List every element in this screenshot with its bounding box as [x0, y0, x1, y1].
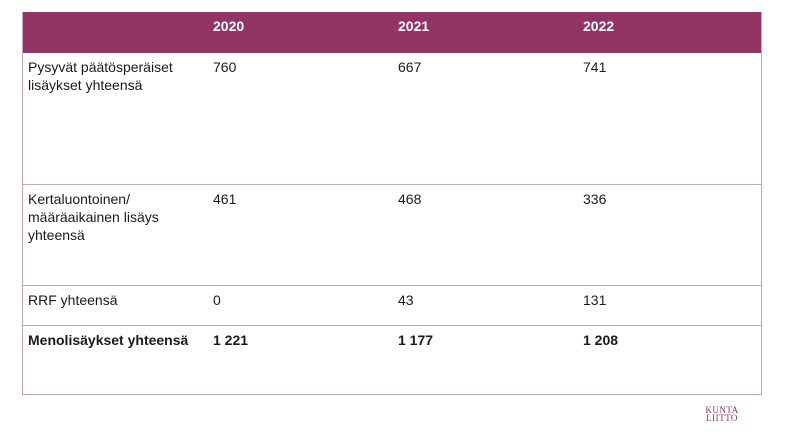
table-row-total: Menolisäykset yhteensä 1 221 1 177 1 208 [22, 325, 762, 395]
cell-value: 760 [207, 53, 392, 185]
cell-value: 1 221 [207, 325, 392, 395]
table-row: Pysyvät päätösperäiset lisäykset yhteens… [22, 53, 762, 185]
cell-value: 131 [577, 285, 762, 326]
kuntaliitto-logo: KUNTA LIITTO [700, 405, 744, 423]
row-label: Pysyvät päätösperäiset lisäykset yhteens… [22, 53, 207, 185]
cell-value: 461 [207, 184, 392, 286]
header-cell-2022: 2022 [583, 18, 615, 34]
cell-value: 336 [577, 184, 762, 286]
table-header-row: 2020 2021 2022 [22, 12, 762, 53]
logo-line-2: LIITTO [706, 413, 738, 423]
cell-value: 468 [392, 184, 577, 286]
row-label: RRF yhteensä [22, 285, 207, 326]
table-row: Kertaluontoinen/ määräaikainen lisäys yh… [22, 184, 762, 286]
cell-value: 0 [207, 285, 392, 326]
header-cell-empty [22, 12, 207, 53]
header-cell-2021: 2021 [398, 18, 430, 34]
logo-line-1: KUNTA [705, 405, 739, 415]
table-row: RRF yhteensä 0 43 131 [22, 285, 762, 326]
row-label: Menolisäykset yhteensä [22, 325, 207, 395]
header-cell-2020: 2020 [213, 18, 245, 34]
cell-value: 1 208 [577, 325, 762, 395]
row-label: Kertaluontoinen/ määräaikainen lisäys yh… [22, 184, 207, 286]
cell-value: 1 177 [392, 325, 577, 395]
data-table: 2020 2021 2022 Pysyvät päätösperäiset li… [22, 12, 762, 395]
cell-value: 741 [577, 53, 762, 185]
cell-value: 667 [392, 53, 577, 185]
cell-value: 43 [392, 285, 577, 326]
